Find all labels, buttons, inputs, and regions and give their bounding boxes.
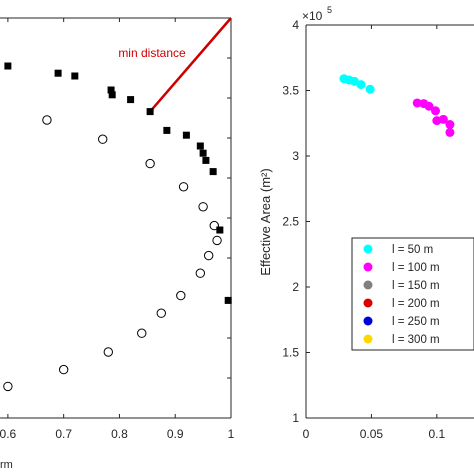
right-chart: 1 1.5 2 2.5 3 3.5 4 0 0.05 0.1 ×10 5 Effective Area … xyxy=(258,5,474,441)
legend-label: l = 300 m xyxy=(392,334,440,346)
square-point xyxy=(182,131,190,139)
square-point xyxy=(209,168,217,176)
x-tick-label: 0 xyxy=(303,427,310,441)
x-tick-label: 0.6 xyxy=(0,427,17,441)
circle-point xyxy=(203,250,214,261)
legend-label: l = 50 m xyxy=(392,244,433,256)
legend-marker xyxy=(363,334,373,344)
square-point xyxy=(146,108,154,116)
x-tick-label: 1 xyxy=(228,427,235,441)
legend-marker xyxy=(363,244,373,254)
square-point xyxy=(107,86,115,94)
legend-label: l = 100 m xyxy=(392,262,440,274)
square-point xyxy=(196,142,204,150)
circle-point xyxy=(98,134,108,144)
y-tick-label: 4 xyxy=(292,18,299,32)
y-tick-label: 3 xyxy=(292,149,299,163)
left-chart: 0.6 0.7 0.8 0.9 1 rm min distance xyxy=(0,17,235,471)
circle-point xyxy=(137,328,147,338)
y-tick-label: 3.5 xyxy=(282,84,299,98)
circle-point xyxy=(145,158,155,169)
y-exponent-base: ×10 xyxy=(302,9,323,23)
circle-point xyxy=(3,381,13,392)
circle-point xyxy=(178,182,189,192)
x-tick-label: 0.9 xyxy=(167,427,184,441)
circle-point xyxy=(156,308,166,318)
circle-point xyxy=(195,268,206,278)
square-point xyxy=(54,69,62,77)
data-point xyxy=(412,98,422,108)
square-point xyxy=(216,226,224,234)
y-exponent-power: 5 xyxy=(327,5,332,15)
square-point xyxy=(108,91,116,99)
square-point xyxy=(71,72,79,80)
min-distance-label: min distance xyxy=(118,46,186,60)
y-axis-label: Effective Area (m²) xyxy=(258,168,273,275)
data-point xyxy=(431,106,441,116)
legend-marker xyxy=(363,280,373,290)
legend-marker xyxy=(363,262,373,272)
legend-box xyxy=(351,237,474,351)
circle-point xyxy=(103,347,113,357)
x-tick-label: 0.05 xyxy=(360,427,384,441)
legend-label: l = 150 m xyxy=(392,280,440,292)
y-tick-label: 2 xyxy=(292,280,299,294)
y-tick-label: 2.5 xyxy=(282,215,299,229)
min-distance-line xyxy=(149,17,232,113)
data-point xyxy=(424,101,434,111)
x-tick-label: 0.7 xyxy=(55,427,72,441)
circle-point xyxy=(58,364,69,375)
x-tick-label: 0.1 xyxy=(428,427,445,441)
circle-point xyxy=(198,202,208,212)
square-point xyxy=(202,156,210,164)
y-tick-label: 1 xyxy=(292,411,299,425)
square-point xyxy=(163,126,171,134)
legend-marker xyxy=(363,316,373,326)
data-point xyxy=(445,120,455,130)
circle-point xyxy=(176,290,186,301)
data-point xyxy=(365,84,375,94)
y-tick-label: 1.5 xyxy=(282,346,299,360)
legend-label: l = 200 m xyxy=(392,298,440,310)
legend-marker xyxy=(363,298,373,308)
circle-point xyxy=(42,115,52,125)
circle-point xyxy=(209,220,219,231)
data-point xyxy=(445,127,455,137)
data-point xyxy=(356,80,366,90)
x-tick-label: 0.8 xyxy=(111,427,128,441)
square-point xyxy=(224,296,232,304)
legend-label: l = 250 m xyxy=(392,316,440,328)
x-axis-label-partial: rm xyxy=(0,459,13,471)
data-point xyxy=(438,114,448,124)
square-point xyxy=(199,149,207,157)
square-point xyxy=(127,96,135,104)
square-point xyxy=(4,62,12,70)
circle-point xyxy=(212,235,222,246)
